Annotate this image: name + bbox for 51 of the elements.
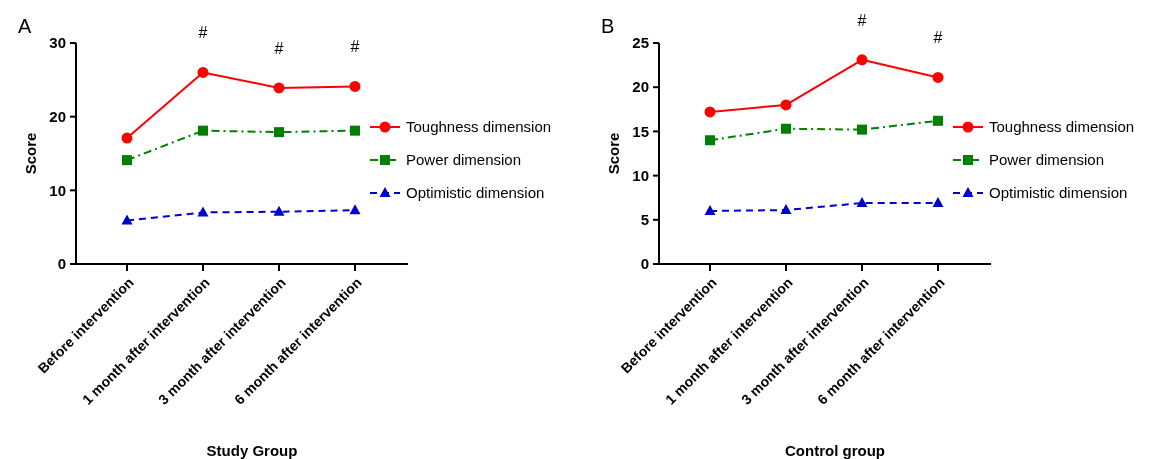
annotation: # [933, 29, 943, 47]
y-tick-label: 25 [632, 34, 649, 52]
point [704, 106, 716, 118]
y-tick-label: 5 [640, 211, 649, 229]
text: A [18, 15, 32, 37]
point [273, 205, 285, 216]
text: B [601, 15, 615, 37]
point [349, 80, 361, 92]
point [857, 124, 867, 135]
point [780, 204, 792, 215]
y-tick-label: 0 [640, 255, 649, 273]
annotation: # [274, 39, 284, 57]
y-axis-title: Score [605, 132, 622, 175]
point [704, 204, 716, 215]
legend-label: Power dimension [406, 151, 522, 169]
point [780, 99, 792, 111]
point [121, 132, 133, 144]
legend-label: Toughness dimension [406, 118, 552, 136]
legend-label: Optimistic dimension [406, 184, 545, 202]
y-tick-label: 10 [49, 181, 66, 199]
annotation: # [198, 24, 208, 42]
x-axis-title: Control group [785, 442, 885, 459]
point [121, 214, 133, 225]
y-tick-label: 10 [632, 166, 649, 184]
point [932, 71, 944, 83]
y-tick-label: 20 [632, 78, 649, 96]
point [197, 66, 209, 78]
point [274, 127, 284, 138]
point [198, 125, 208, 136]
y-tick-label: 15 [632, 122, 649, 140]
point [197, 206, 209, 217]
point [781, 123, 791, 134]
legend-label: Toughness dimension [989, 118, 1135, 136]
y-axis-title: Score [22, 132, 39, 175]
annotation: # [350, 38, 360, 56]
point [122, 155, 132, 166]
point [350, 125, 360, 136]
point [856, 54, 868, 66]
point [933, 115, 943, 126]
y-tick-label: 30 [49, 34, 66, 52]
point [349, 204, 361, 215]
point [273, 82, 285, 94]
point [856, 197, 868, 207]
point [705, 135, 715, 146]
legend-label: Optimistic dimension [989, 184, 1128, 202]
point [932, 197, 944, 207]
legend-label: Power dimension [989, 151, 1105, 169]
annotation: # [857, 11, 867, 29]
x-axis-title: Study Group [206, 442, 298, 459]
y-tick-label: 20 [49, 107, 66, 125]
y-tick-label: 0 [57, 255, 66, 273]
